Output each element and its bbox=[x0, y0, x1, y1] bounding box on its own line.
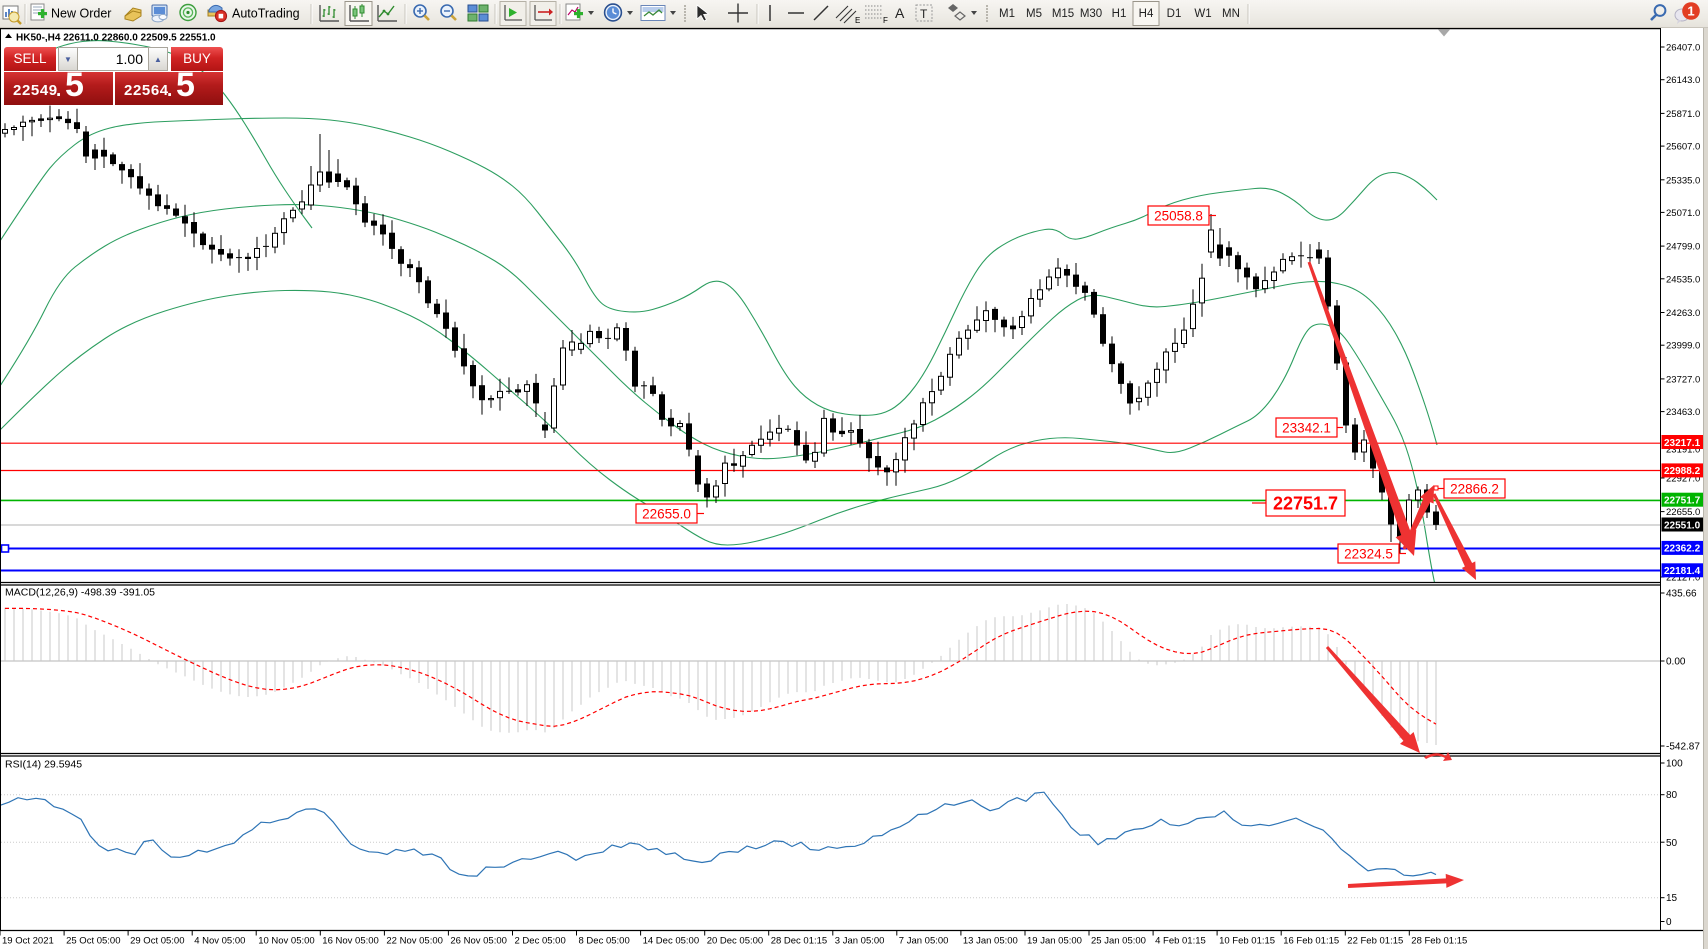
svg-text:22 Feb 01:15: 22 Feb 01:15 bbox=[1347, 936, 1403, 947]
svg-text:19 Jan 05:00: 19 Jan 05:00 bbox=[1027, 936, 1082, 947]
svg-text:0: 0 bbox=[1666, 917, 1672, 928]
svg-text:23342.1: 23342.1 bbox=[1282, 420, 1331, 435]
svg-text:23999.0: 23999.0 bbox=[1666, 341, 1700, 352]
svg-text:T: T bbox=[920, 7, 928, 21]
svg-text:26143.0: 26143.0 bbox=[1666, 75, 1700, 86]
svg-text:23191.0: 23191.0 bbox=[1666, 445, 1700, 456]
svg-text:AutoTrading: AutoTrading bbox=[232, 7, 300, 21]
svg-text:M30: M30 bbox=[1080, 8, 1102, 20]
svg-text:80: 80 bbox=[1666, 790, 1678, 801]
svg-text:22655.0: 22655.0 bbox=[1666, 507, 1700, 518]
svg-text:MN: MN bbox=[1222, 8, 1240, 20]
svg-text:22127.0: 22127.0 bbox=[1666, 573, 1700, 584]
svg-text:16 Nov 05:00: 16 Nov 05:00 bbox=[322, 936, 379, 947]
svg-text:1: 1 bbox=[1687, 4, 1694, 19]
svg-text:22751.7: 22751.7 bbox=[1273, 494, 1338, 514]
svg-text:New Order: New Order bbox=[51, 7, 111, 21]
svg-text:22362.2: 22362.2 bbox=[1664, 544, 1701, 555]
svg-text:M15: M15 bbox=[1052, 8, 1074, 20]
svg-text:15: 15 bbox=[1666, 893, 1678, 904]
svg-text:0.00: 0.00 bbox=[1666, 657, 1686, 668]
svg-text:M1: M1 bbox=[999, 8, 1015, 20]
svg-text:4 Nov 05:00: 4 Nov 05:00 bbox=[194, 936, 245, 947]
svg-text:22988.2: 22988.2 bbox=[1664, 466, 1701, 477]
svg-text:23217.1: 23217.1 bbox=[1664, 438, 1701, 449]
svg-text:A: A bbox=[895, 5, 905, 21]
svg-text:22927.0: 22927.0 bbox=[1666, 474, 1700, 485]
svg-text:M5: M5 bbox=[1026, 8, 1042, 20]
svg-text:28 Feb 01:15: 28 Feb 01:15 bbox=[1411, 936, 1467, 947]
svg-text:22655.0: 22655.0 bbox=[642, 506, 691, 521]
svg-text:26407.0: 26407.0 bbox=[1666, 43, 1700, 54]
svg-text:8 Dec 05:00: 8 Dec 05:00 bbox=[579, 936, 630, 947]
svg-text:100: 100 bbox=[1666, 759, 1683, 770]
svg-text:29 Oct 05:00: 29 Oct 05:00 bbox=[130, 936, 184, 947]
svg-text:25058.8: 25058.8 bbox=[1154, 208, 1203, 223]
svg-text:22551.0: 22551.0 bbox=[1664, 520, 1701, 531]
svg-text:22751.7: 22751.7 bbox=[1664, 496, 1701, 507]
svg-text:23727.0: 23727.0 bbox=[1666, 374, 1700, 385]
svg-text:22181.4: 22181.4 bbox=[1664, 566, 1701, 577]
svg-text:13 Jan 05:00: 13 Jan 05:00 bbox=[963, 936, 1018, 947]
svg-text:7 Jan 05:00: 7 Jan 05:00 bbox=[899, 936, 949, 947]
svg-text:3 Jan 05:00: 3 Jan 05:00 bbox=[835, 936, 885, 947]
svg-text:23463.0: 23463.0 bbox=[1666, 407, 1700, 418]
svg-text:20 Dec 05:00: 20 Dec 05:00 bbox=[707, 936, 764, 947]
svg-text:W1: W1 bbox=[1194, 8, 1211, 20]
svg-text:10 Nov 05:00: 10 Nov 05:00 bbox=[258, 936, 315, 947]
svg-text:19 Oct 2021: 19 Oct 2021 bbox=[2, 936, 54, 947]
svg-text:D1: D1 bbox=[1167, 8, 1182, 20]
svg-text:E: E bbox=[855, 16, 860, 25]
svg-text:MACD(12,26,9) -498.39 -391.05: MACD(12,26,9) -498.39 -391.05 bbox=[5, 587, 155, 599]
svg-text:F: F bbox=[883, 16, 888, 25]
svg-text:28 Dec 01:15: 28 Dec 01:15 bbox=[771, 936, 828, 947]
svg-text:25 Oct 05:00: 25 Oct 05:00 bbox=[66, 936, 120, 947]
svg-text:H4: H4 bbox=[1139, 8, 1154, 20]
svg-text:H1: H1 bbox=[1112, 8, 1127, 20]
svg-text:26 Nov 05:00: 26 Nov 05:00 bbox=[450, 936, 507, 947]
svg-text:22866.2: 22866.2 bbox=[1450, 481, 1499, 496]
svg-text:25335.0: 25335.0 bbox=[1666, 175, 1700, 186]
svg-text:-542.87: -542.87 bbox=[1666, 742, 1700, 753]
svg-text:25 Jan 05:00: 25 Jan 05:00 bbox=[1091, 936, 1146, 947]
svg-text:RSI(14) 29.5945: RSI(14) 29.5945 bbox=[5, 759, 82, 771]
svg-text:10 Feb 01:15: 10 Feb 01:15 bbox=[1219, 936, 1275, 947]
svg-text:435.66: 435.66 bbox=[1666, 589, 1697, 600]
svg-text:25071.0: 25071.0 bbox=[1666, 208, 1700, 219]
svg-text:24799.0: 24799.0 bbox=[1666, 242, 1700, 253]
svg-text:22324.5: 22324.5 bbox=[1344, 546, 1393, 561]
svg-text:25607.0: 25607.0 bbox=[1666, 142, 1700, 153]
svg-text:24263.0: 24263.0 bbox=[1666, 308, 1700, 319]
svg-text:24535.0: 24535.0 bbox=[1666, 274, 1700, 285]
svg-text:HK50-,H4 22611.0 22860.0 2250: HK50-,H4 22611.0 22860.0 22509.5 22551.0 bbox=[16, 33, 216, 44]
svg-text:50: 50 bbox=[1666, 838, 1678, 849]
svg-text:4 Feb 01:15: 4 Feb 01:15 bbox=[1155, 936, 1206, 947]
svg-text:16 Feb 01:15: 16 Feb 01:15 bbox=[1283, 936, 1339, 947]
svg-text:25871.0: 25871.0 bbox=[1666, 109, 1700, 120]
svg-text:14 Dec 05:00: 14 Dec 05:00 bbox=[643, 936, 700, 947]
svg-text:2 Dec 05:00: 2 Dec 05:00 bbox=[515, 936, 566, 947]
svg-text:22 Nov 05:00: 22 Nov 05:00 bbox=[386, 936, 443, 947]
